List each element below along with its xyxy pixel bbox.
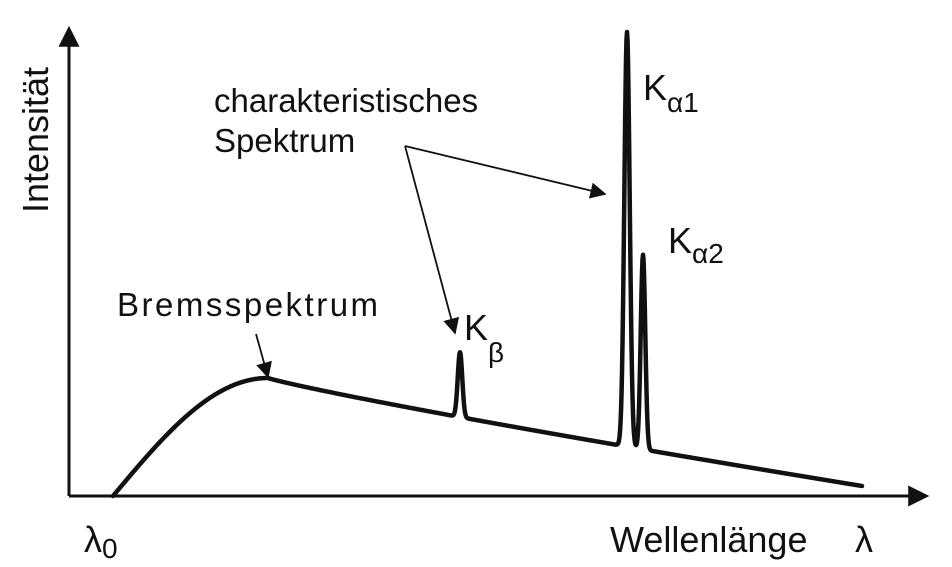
peak-label-k-alpha1-k: K <box>643 67 667 108</box>
peak-label-k-alpha2: Kα2 <box>668 220 724 269</box>
pointer-arrow-bremsspektrum <box>255 333 272 379</box>
lambda-zero-subscript: 0 <box>102 533 118 564</box>
peak-label-k-alpha1: Kα1 <box>643 67 699 118</box>
characteristic-label-line1: charakteristisches <box>214 82 478 119</box>
peak-label-k-beta-k: K <box>464 307 488 348</box>
peak-label-k-beta: Kβ <box>464 307 504 368</box>
spectrum-curve <box>110 29 865 499</box>
y-axis-label: Intensität <box>15 67 56 213</box>
lambda-zero-symbol: λ <box>84 519 102 560</box>
characteristic-label-line2: Spektrum <box>214 122 355 159</box>
peak-label-k-alpha2-k: K <box>668 220 692 261</box>
peak-label-k-beta-sub: β <box>488 337 504 368</box>
peak-label-k-alpha2-sub: α2 <box>692 238 724 269</box>
x-axis-label: Wellenlänge <box>610 519 807 560</box>
lambda-zero-label: λ0 <box>84 519 118 564</box>
pointer-arrow-k-beta <box>404 145 460 335</box>
pointer-arrow-k-alpha1 <box>404 145 607 199</box>
characteristic-label: charakteristisches Spektrum <box>214 82 487 159</box>
x-axis-symbol: λ <box>855 519 873 560</box>
bremsstrahlung-label: Bremsspektrum <box>117 286 381 323</box>
peak-label-k-alpha1-sub: α1 <box>667 87 699 118</box>
